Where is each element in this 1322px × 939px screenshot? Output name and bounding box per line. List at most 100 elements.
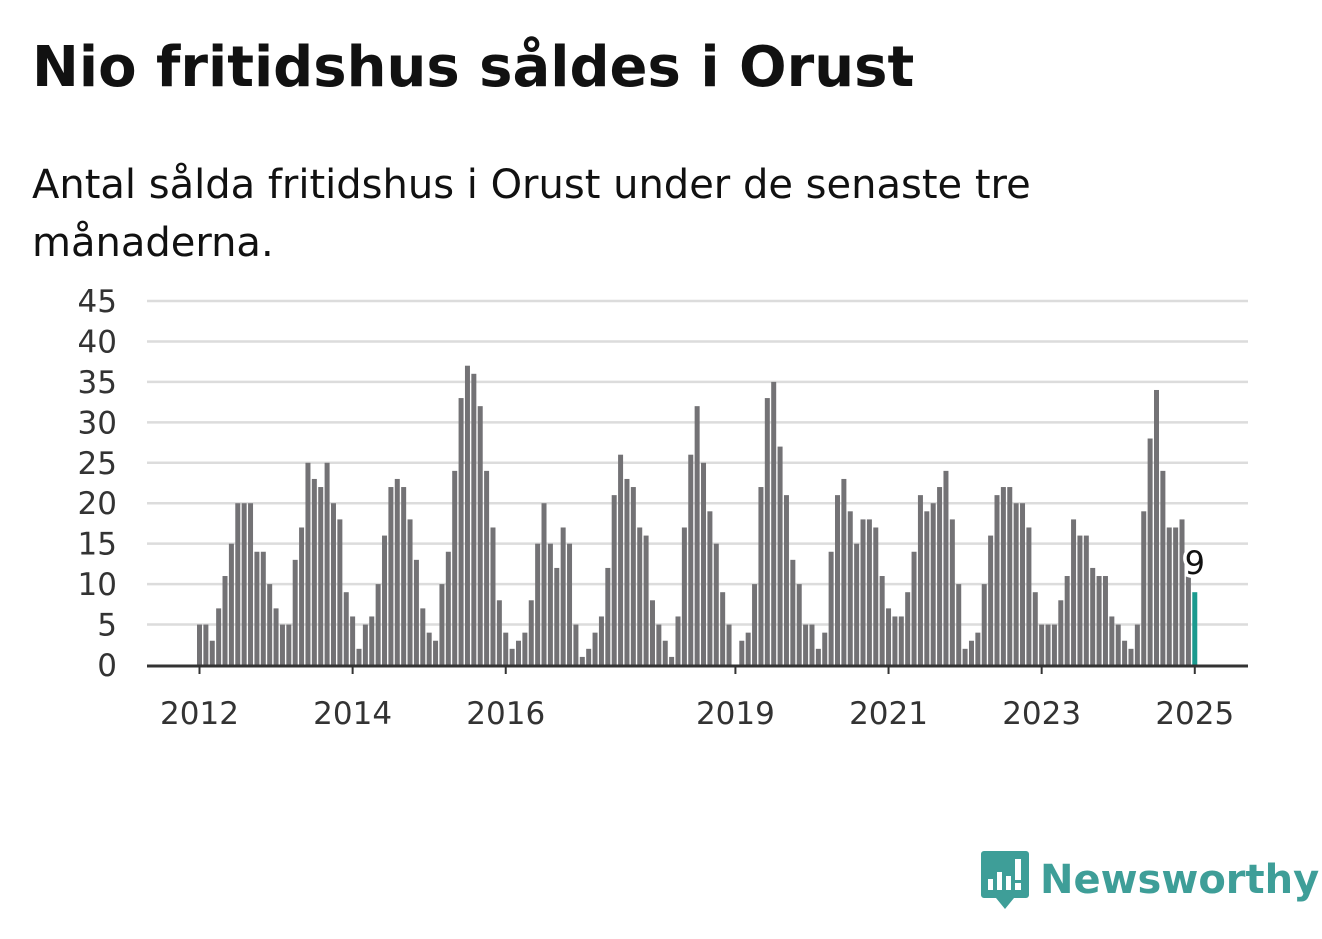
bar: [426, 632, 432, 665]
bar: [624, 478, 630, 665]
y-tick-label: 5: [97, 608, 117, 644]
bar: [981, 584, 987, 665]
bar: [458, 398, 464, 665]
bar: [1083, 535, 1089, 665]
bar: [841, 478, 847, 665]
bar: [490, 527, 496, 665]
bar: [356, 648, 362, 665]
x-tick-label: 2014: [313, 696, 392, 732]
bar: [1179, 519, 1185, 665]
bar: [254, 551, 260, 665]
bar: [847, 511, 853, 665]
bar: [464, 365, 470, 665]
bar: [420, 608, 426, 665]
bar: [554, 567, 560, 665]
bar: [330, 503, 336, 665]
y-tick-label: 25: [78, 446, 117, 482]
bar: [1134, 624, 1140, 665]
bar: [496, 600, 502, 665]
bar: [586, 648, 592, 665]
bar: [669, 656, 675, 665]
bar: [279, 624, 285, 665]
chart-title: Nio fritidshus såldes i Orust: [32, 35, 915, 100]
y-tick-label: 10: [78, 567, 117, 603]
bar: [835, 495, 840, 665]
bar: [930, 503, 936, 665]
x-tick-label: 2021: [849, 696, 928, 732]
bar: [228, 543, 234, 665]
bar: [905, 592, 911, 665]
bar: [643, 535, 649, 665]
bar: [528, 600, 534, 665]
bar: [311, 478, 317, 665]
bar: [573, 624, 579, 665]
bar: [362, 624, 368, 665]
bar: [1096, 576, 1102, 665]
bar: [745, 632, 751, 665]
bar: [764, 398, 770, 665]
bar: [592, 632, 598, 665]
bar: [694, 406, 700, 665]
bar: [273, 608, 279, 665]
bar: [777, 446, 783, 665]
bar: [241, 503, 247, 665]
bar: [1147, 438, 1153, 665]
bar: [1128, 648, 1134, 665]
bar: [1039, 624, 1045, 665]
bar: [222, 576, 228, 665]
bar: [1032, 592, 1038, 665]
bar: [790, 559, 796, 665]
bar: [1058, 600, 1064, 665]
axes: [147, 664, 1248, 674]
bar: [822, 632, 828, 665]
bar: [209, 640, 215, 665]
bar: [949, 519, 955, 665]
bar: [1013, 503, 1019, 665]
bar: [477, 406, 483, 665]
bar: [1154, 389, 1159, 665]
bars: [197, 365, 1198, 665]
x-tick-label: 2016: [466, 696, 545, 732]
bar: [758, 487, 764, 665]
bar: [860, 519, 866, 665]
bar: [917, 495, 923, 665]
y-tick-label: 20: [78, 486, 117, 522]
bar: [235, 503, 241, 665]
bar: [828, 551, 834, 665]
bar: [1185, 576, 1191, 665]
bar: [803, 624, 809, 665]
bar: [854, 543, 860, 665]
bar: [1160, 470, 1166, 665]
bar: [879, 576, 885, 665]
bar: [445, 551, 451, 665]
bar: [726, 624, 732, 665]
bar: [216, 608, 222, 665]
bar: [1109, 616, 1115, 665]
x-tick-label: 2025: [1155, 696, 1234, 732]
bar: [809, 624, 815, 665]
bar: [1045, 624, 1051, 665]
bar: [394, 478, 400, 665]
bar: [701, 462, 707, 665]
y-tick-label: 45: [78, 284, 117, 320]
bar: [248, 503, 254, 665]
bar: [382, 535, 388, 665]
y-tick-label: 0: [97, 648, 117, 684]
bar: [407, 519, 413, 665]
bar: [452, 470, 458, 665]
bar: [637, 527, 643, 665]
bar: [305, 462, 311, 665]
bar: [968, 640, 974, 665]
bar: [662, 640, 668, 665]
bar: [203, 624, 209, 665]
bar: [605, 567, 611, 665]
bar: [439, 584, 445, 665]
bar: [1090, 567, 1096, 665]
bar: [1173, 527, 1179, 665]
bar: [618, 454, 624, 665]
bar: [892, 616, 898, 665]
bar: [1122, 640, 1128, 665]
bar: [681, 527, 687, 665]
bar: [956, 584, 962, 665]
bar: [713, 543, 719, 665]
